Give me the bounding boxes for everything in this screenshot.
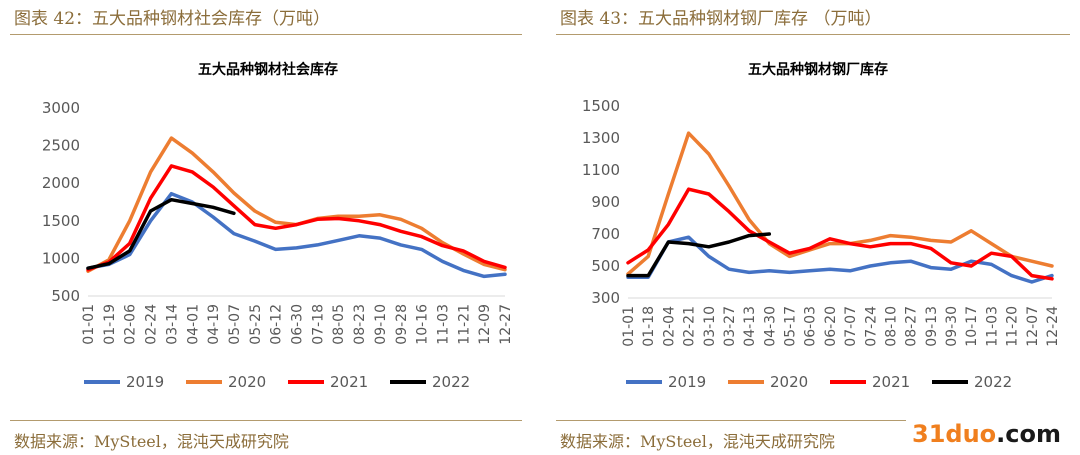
left-y-tick-label: 2000 [42,174,80,192]
left-x-tick-label: 10-16 [415,304,431,345]
right-x-tick-label: 02-04 [661,306,677,347]
right-x-tick-label: 08-27 [904,306,920,347]
right-chart-title: 五大品种钢材钢厂库存 [748,61,888,78]
right-header-rule [556,34,1070,35]
watermark-part-a: 31 [912,420,946,448]
left-y-tick-label: 3000 [42,99,80,117]
left-x-tick-label: 04-01 [185,304,201,345]
left-legend-label: 2019 [126,373,164,391]
left-chart: 五大品种钢材社会库存 500 1000 1500 2000 2500 3000 01-01… [42,61,514,391]
right-y-tick-label: 1100 [582,161,620,179]
left-x-tick-label: 06-30 [290,304,306,345]
right-y-tick-label: 1300 [582,129,620,147]
left-x-tick-label: 09-10 [373,304,389,345]
right-x-tick-label: 01-01 [621,306,637,347]
left-x-tick-label: 11-21 [456,304,472,345]
left-x-tick-label: 08-23 [352,304,368,345]
right-x-tick-label: 06-20 [823,306,839,347]
right-y-tick-label: 1500 [582,97,620,115]
watermark-part-b: duo [945,420,997,448]
left-y-tick-label: 2500 [42,137,80,155]
left-y-tick-label: 1500 [42,212,80,230]
right-x-tick-label: 03-10 [702,306,718,347]
right-y-tick-label: 900 [591,193,620,211]
right-x-tick-label: 12-24 [1045,306,1061,347]
left-x-tick-label: 01-01 [81,304,97,345]
left-legend-label: 2021 [330,373,368,391]
left-x-tick-label: 02-24 [144,304,160,345]
right-x-tick-label: 04-13 [742,306,758,347]
left-x-tick-label: 05-07 [227,304,243,345]
left-x-tick-label: 08-05 [331,304,347,345]
left-x-tick-label: 09-28 [394,304,410,345]
left-legend-label: 2020 [228,373,266,391]
right-chart: 五大品种钢材钢厂库存 300 500 700 900 1100 1300 1500 01-0… [582,61,1061,391]
watermark-part-c: .com [996,420,1062,448]
watermark-logo: 31duo.com [912,420,1061,448]
right-x-tick-label: 12-07 [1025,306,1041,347]
right-y-tick-label: 700 [591,225,620,243]
right-source-note: 数据来源：MySteel，混沌天成研究院 [560,432,835,451]
left-x-tick-label: 07-18 [310,304,326,345]
right-y-tick-label: 300 [591,289,620,307]
left-source-note: 数据来源：MySteel，混沌天成研究院 [14,432,289,451]
right-x-tick-label: 11-03 [984,306,1000,347]
right-legend-label: 2019 [668,373,706,391]
right-series-line-2021 [626,187,1054,281]
left-legend-label: 2022 [432,373,470,391]
left-x-tick-label: 12-09 [477,304,493,345]
right-x-tick-label: 06-03 [803,306,819,347]
left-x-tick-label: 12-27 [498,304,514,345]
right-x-tick-label: 07-24 [863,306,879,347]
left-x-tick-label: 01-19 [102,304,118,345]
left-figure-title: 图表 42：五大品种钢材社会库存（万吨） [14,9,331,29]
right-figure-title: 图表 43：五大品种钢材钢厂库存 （万吨） [560,9,882,29]
right-x-tick-label: 11-20 [1005,306,1021,347]
left-header-rule [10,34,522,35]
right-x-tick-label: 04-30 [762,306,778,347]
right-legend-label: 2021 [872,373,910,391]
right-x-tick-label: 02-21 [682,306,698,347]
right-x-tick-label: 01-18 [641,306,657,347]
left-y-tick-label: 500 [51,287,80,305]
right-x-tick-label: 03-27 [722,306,738,347]
left-x-tick-label: 11-03 [435,304,451,345]
right-x-tick-label: 08-10 [883,306,899,347]
right-x-tick-label: 07-07 [843,306,859,347]
left-series-line-2021 [86,164,507,272]
left-x-tick-label: 03-14 [164,304,180,345]
right-series-line-2022 [626,232,772,278]
right-legend-label: 2022 [974,373,1012,391]
right-x-tick-label: 09-30 [944,306,960,347]
left-x-tick-label: 05-25 [248,304,264,345]
right-x-tick-label: 09-13 [924,306,940,347]
left-series-line-2022 [86,197,236,270]
right-footer-rule [556,420,906,421]
left-x-tick-label: 06-12 [269,304,285,345]
left-x-tick-label: 04-19 [206,304,222,345]
left-series-line-2020 [86,136,507,273]
left-y-tick-label: 1000 [42,249,80,267]
left-chart-title: 五大品种钢材社会库存 [198,61,338,78]
left-x-tick-label: 02-06 [123,304,139,345]
right-series-line-2020 [626,131,1054,276]
right-y-tick-label: 500 [591,257,620,275]
right-x-tick-label: 10-17 [964,306,980,347]
left-series-line-2019 [86,191,507,279]
right-x-tick-label: 05-17 [783,306,799,347]
right-legend-label: 2020 [770,373,808,391]
left-footer-rule [10,420,522,421]
